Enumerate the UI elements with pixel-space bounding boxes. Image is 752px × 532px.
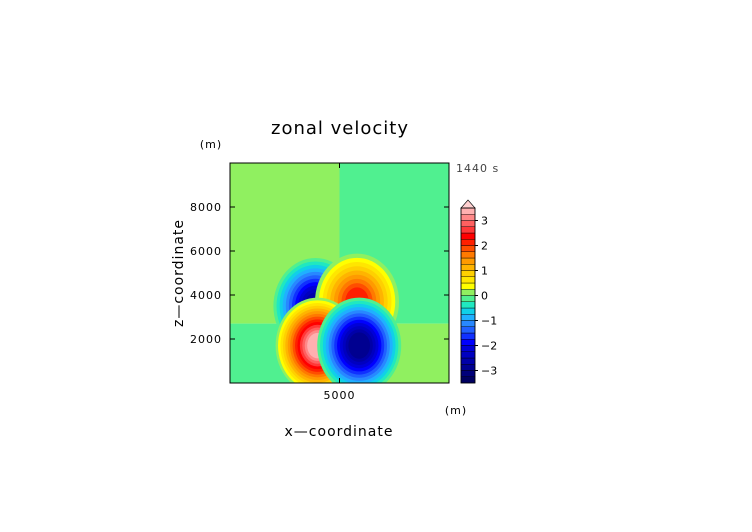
colorbar: 3 2 1 0 −1 −2 −3 <box>460 199 497 384</box>
colorbar-swatch <box>460 264 476 271</box>
z-tick-label: 8000 <box>190 201 222 214</box>
colorbar-tick-label: 0 <box>481 290 488 303</box>
colorbar-tick-label: 2 <box>481 240 488 253</box>
z-tick-label: 2000 <box>190 333 222 346</box>
colorbar-swatch <box>460 245 476 252</box>
x-axis-label: x—coordinate <box>285 424 394 440</box>
colorbar-swatch <box>460 214 476 221</box>
colorbar-swatch <box>460 207 476 215</box>
x-tick-label: 5000 <box>324 389 356 402</box>
colorbar-swatch <box>460 370 476 377</box>
colorbar-swatch <box>460 332 476 340</box>
colorbar-swatch <box>460 226 476 234</box>
colorbar-swatch <box>460 289 476 296</box>
colorbar-swatch <box>460 232 476 240</box>
colorbar-swatch <box>460 239 476 246</box>
colorbar-swatch <box>460 364 476 371</box>
contour-band <box>348 332 371 359</box>
colorbar-swatch <box>460 251 476 259</box>
colorbar-swatch <box>460 257 476 265</box>
colorbar-swatch <box>460 314 476 321</box>
x-axis: 5000 <box>324 163 356 402</box>
colorbar-extend-arrow <box>460 199 476 209</box>
colorbar-swatch <box>460 376 476 384</box>
colorbar-swatch <box>460 270 476 277</box>
z-unit-label: (m) <box>200 138 222 151</box>
colorbar-swatch <box>460 339 476 346</box>
colorbar-swatch <box>460 295 476 302</box>
chart-title: zonal velocity <box>271 118 409 139</box>
colorbar-swatch <box>460 220 476 227</box>
x-unit-label: (m) <box>445 404 467 417</box>
colorbar-tick-label: 3 <box>481 215 488 228</box>
colorbar-swatch <box>460 351 476 359</box>
colorbar-swatch <box>460 357 476 365</box>
colorbar-swatch <box>460 282 476 290</box>
z-tick-label: 6000 <box>190 245 222 258</box>
colorbar-swatch <box>460 345 476 352</box>
colorbar-swatch <box>460 301 476 309</box>
colorbar-swatch <box>460 320 476 327</box>
colorbar-swatch <box>460 276 476 284</box>
colorbar-tick-label: 1 <box>481 265 488 278</box>
colorbar-tick-label: −2 <box>481 340 497 353</box>
time-label: 1440 s <box>456 162 499 175</box>
z-axis-label: z—coordinate <box>171 219 187 327</box>
colorbar-swatch <box>460 307 476 315</box>
colorbar-tick-label: −3 <box>481 365 497 378</box>
colorbar-tick-label: −1 <box>481 315 497 328</box>
z-tick-label: 4000 <box>190 289 222 302</box>
contour-field <box>230 163 449 383</box>
colorbar-swatch <box>460 326 476 334</box>
z-axis: 2000 4000 6000 8000 <box>190 201 449 346</box>
